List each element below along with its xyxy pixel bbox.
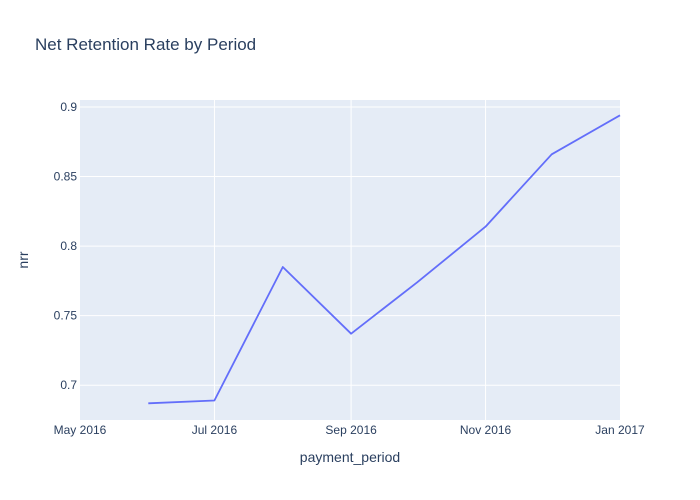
series-line: [148, 114, 621, 405]
y-axis-ticks: 0.7 0.75 0.8 0.85 0.9: [54, 100, 78, 392]
y-tick-label: 0.85: [54, 170, 78, 184]
chart-title: Net Retention Rate by Period: [35, 35, 256, 54]
x-tick-label: Jul 2016: [192, 423, 238, 437]
series-group: [148, 114, 621, 405]
x-gridlines: [213, 100, 487, 420]
y-tick-label: 0.7: [60, 378, 77, 392]
y-tick-label: 0.9: [60, 100, 77, 114]
x-axis-label: payment_period: [300, 449, 400, 465]
y-tick-label: 0.75: [54, 309, 78, 323]
x-tick-label: Nov 2016: [460, 423, 512, 437]
x-tick-label: Sep 2016: [325, 423, 377, 437]
x-tick-label: Jan 2017: [595, 423, 645, 437]
y-gridlines: [80, 106, 620, 386]
plot-area: [80, 100, 620, 420]
y-axis-label: nrr: [15, 251, 31, 268]
y-tick-label: 0.8: [60, 239, 77, 253]
x-axis-ticks: May 2016 Jul 2016 Sep 2016 Nov 2016 Jan 2017: [54, 423, 645, 437]
x-tick-label: May 2016: [54, 423, 107, 437]
